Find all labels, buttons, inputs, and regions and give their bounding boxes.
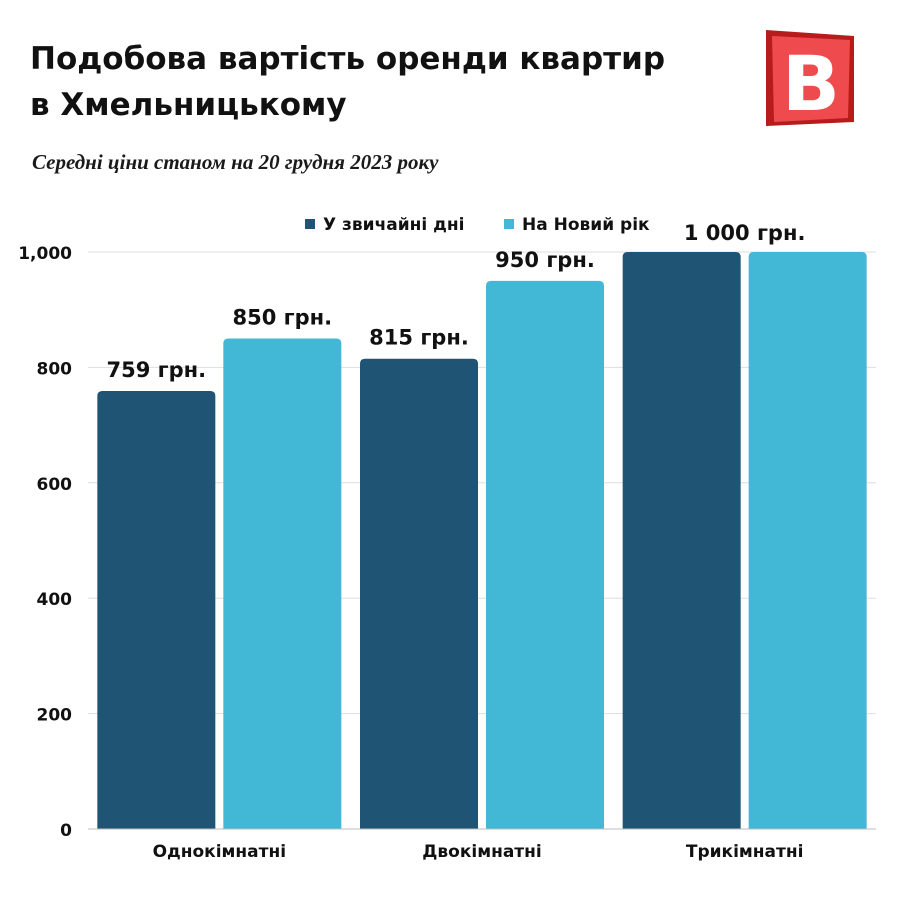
legend-swatch [305, 219, 315, 229]
bar-regular [622, 252, 741, 829]
data-label: 950 грн. [495, 248, 595, 272]
legend-label: У звичайні дні [323, 215, 464, 235]
bar-new-year [223, 338, 342, 829]
data-label: 850 грн. [233, 306, 333, 330]
data-label: 759 грн. [107, 358, 207, 382]
y-tick-label: 0 [60, 821, 72, 841]
logo-letter: B [782, 39, 840, 128]
bar-new-year [486, 280, 604, 830]
data-label: 815 грн. [369, 326, 469, 350]
bar-regular [97, 391, 216, 829]
x-tick-label: Двокімнатні [422, 842, 541, 862]
bar-regular [360, 358, 478, 829]
brand-logo: B [766, 30, 854, 128]
legend-swatch [504, 219, 514, 229]
x-tick-label: Трикімнатні [686, 842, 804, 862]
x-tick-label: Однокімнатні [153, 842, 287, 862]
legend-label: На Новий рік [522, 215, 650, 235]
y-tick-label: 800 [37, 359, 73, 379]
y-tick-label: 200 [37, 706, 73, 726]
chart-subtitle: Середні ціни станом на 20 грудня 2023 ро… [32, 150, 439, 174]
bar-new-year [748, 252, 867, 829]
y-tick-label: 1,000 [18, 244, 72, 264]
chart-title-line-2: в Хмельницькому [30, 87, 347, 123]
y-tick-label: 400 [37, 590, 73, 610]
data-label: 1 000 грн. [684, 221, 806, 245]
chart-title: Подобова вартість оренди квартир в Хмель… [30, 36, 730, 128]
chart-title-line-1: Подобова вартість оренди квартир [30, 41, 666, 77]
y-tick-label: 600 [37, 475, 73, 495]
logo-front-plate [772, 36, 850, 122]
